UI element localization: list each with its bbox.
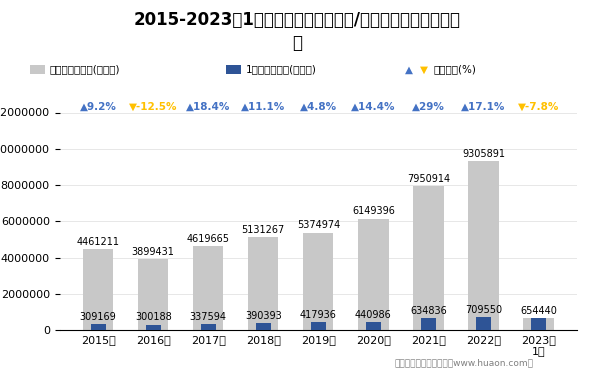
Bar <box>531 318 546 330</box>
Text: ▼-12.5%: ▼-12.5% <box>129 102 177 112</box>
Text: ▲14.4%: ▲14.4% <box>351 102 396 112</box>
Text: 634836: 634836 <box>410 306 447 316</box>
Text: 417936: 417936 <box>300 310 337 320</box>
Bar <box>138 260 168 330</box>
Text: ▲9.2%: ▲9.2% <box>80 102 117 112</box>
Text: 制图：华经产业研究院（www.huaon.com）: 制图：华经产业研究院（www.huaon.com） <box>394 358 534 368</box>
Text: 9305891: 9305891 <box>462 149 505 159</box>
Text: 5374974: 5374974 <box>297 220 340 230</box>
Bar <box>248 237 278 330</box>
Bar <box>414 186 443 330</box>
Bar <box>83 249 113 330</box>
Text: 6149396: 6149396 <box>352 206 395 216</box>
Text: 计: 计 <box>293 34 302 52</box>
Text: 累计进出口总额(万美元): 累计进出口总额(万美元) <box>49 64 120 74</box>
Text: 337594: 337594 <box>190 312 227 322</box>
Bar <box>311 322 326 330</box>
Bar <box>146 324 161 330</box>
Bar <box>303 232 333 330</box>
Text: 300188: 300188 <box>135 312 171 322</box>
Text: 同比增长(%): 同比增长(%) <box>433 64 476 74</box>
Text: 4619665: 4619665 <box>187 234 230 244</box>
Text: 309169: 309169 <box>80 312 117 322</box>
Text: 654440: 654440 <box>520 306 557 316</box>
Text: ▲29%: ▲29% <box>412 102 445 112</box>
Text: ▼-7.8%: ▼-7.8% <box>518 102 559 112</box>
Bar <box>358 219 389 330</box>
Text: ▲17.1%: ▲17.1% <box>461 102 506 112</box>
Text: ▲: ▲ <box>405 64 412 74</box>
Bar <box>524 318 553 330</box>
Bar <box>193 246 223 330</box>
Text: ▲4.8%: ▲4.8% <box>300 102 337 112</box>
Text: 709550: 709550 <box>465 305 502 315</box>
Bar <box>421 318 436 330</box>
Bar <box>366 322 381 330</box>
Text: 440986: 440986 <box>355 310 392 320</box>
Text: ▼: ▼ <box>419 64 427 74</box>
Text: 7950914: 7950914 <box>407 174 450 184</box>
Bar <box>90 324 106 330</box>
Bar <box>468 161 499 330</box>
Text: 3899431: 3899431 <box>131 247 175 257</box>
Text: 390393: 390393 <box>245 311 281 321</box>
Text: 4461211: 4461211 <box>77 237 120 247</box>
Text: 1月进出口总额(万美元): 1月进出口总额(万美元) <box>246 64 317 74</box>
Bar <box>476 317 491 330</box>
Text: ▲18.4%: ▲18.4% <box>186 102 230 112</box>
Bar <box>201 324 216 330</box>
Text: ▲11.1%: ▲11.1% <box>241 102 286 112</box>
Text: 5131267: 5131267 <box>242 225 285 235</box>
Text: 2015-2023年1月湖北省（境内目的地/货源地）进出口总额统: 2015-2023年1月湖北省（境内目的地/货源地）进出口总额统 <box>134 11 461 29</box>
Bar <box>256 323 271 330</box>
